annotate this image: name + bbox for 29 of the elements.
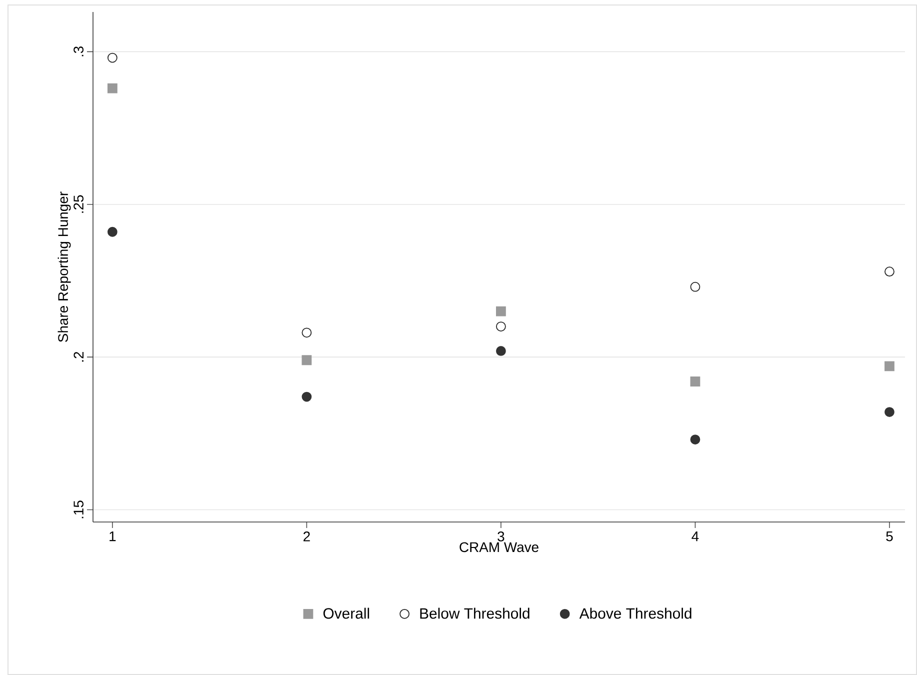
x-tick-label: 4 [692,532,699,542]
x-axis-title: CRAM Wave [460,542,538,552]
y-axis-title: Share Reporting Hunger [58,192,71,342]
point [107,226,118,237]
legend-label: Above Threshold [579,608,692,619]
point [302,355,312,366]
point [690,434,700,444]
point [496,306,506,316]
point [302,392,312,402]
y-tick-label: .15 [74,500,84,518]
x-tick-label: 2 [304,531,310,542]
point [302,328,312,338]
point [496,322,506,332]
legend-label: Below Threshold [420,608,530,619]
point [496,346,506,356]
point [884,361,894,372]
x-tick-label: 1 [110,532,116,542]
point [690,376,700,386]
x-tick-label: 3 [498,531,504,542]
legend-label: Overall [323,608,370,619]
x-tick-label: 5 [886,532,893,542]
y-tick-label: .25 [74,195,84,213]
point [884,266,894,277]
y-tick-label: .3 [74,46,84,56]
point [884,407,894,417]
point [690,282,700,292]
point [107,52,118,63]
y-tick-label: .2 [74,352,84,362]
point [107,83,118,94]
